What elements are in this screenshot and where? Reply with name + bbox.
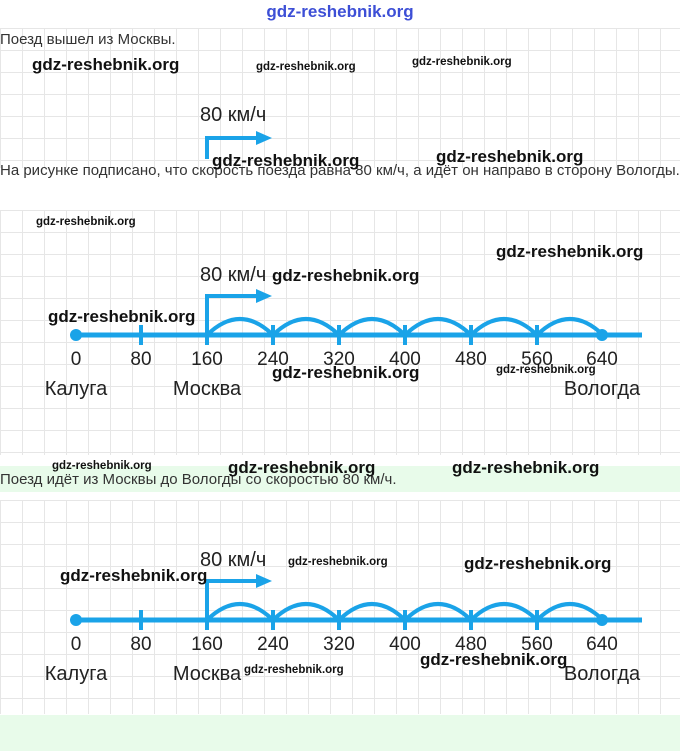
tick-label: 80 [130,634,151,655]
watermark: gdz-reshebnik.org [272,266,420,285]
tick-label: 240 [257,349,289,370]
highlight-band [0,466,680,492]
tick-label: 160 [191,349,223,370]
explain-text: На рисунке подписано, что скорость поезд… [0,162,680,179]
intro-text: Поезд вышел из Москвы. [0,31,176,48]
watermark: gdz-reshebnik.org [436,147,584,166]
watermark: gdz-reshebnik.org [496,364,596,376]
city-label: Калуга [45,663,108,685]
tick-label: 320 [323,634,355,655]
watermark: gdz-reshebnik.org [244,664,344,676]
speed-arrow-1: 80 км/ч [200,104,272,159]
tick-label: 240 [257,634,289,655]
tick-label: 480 [455,634,487,655]
watermark: gdz-reshebnik.org [272,363,420,382]
grid-background-1 [0,28,680,168]
watermark: gdz-reshebnik.org [52,460,152,472]
speed-label: 80 км/ч [200,264,266,286]
city-label: Вологда [564,378,641,400]
speed-label: 80 км/ч [200,104,266,126]
tick-label: 0 [71,349,82,370]
watermark: gdz-reshebnik.org [48,307,196,326]
watermark: gdz-reshebnik.org [412,56,512,68]
tick-label: 320 [323,349,355,370]
watermark: gdz-reshebnik.org [496,242,644,261]
tick-label: 640 [586,634,618,655]
number-line-2: 80 км/ч 0 80 160 240 320 400 480 560 640… [45,549,642,685]
tick-label: 0 [71,634,82,655]
city-label: Москва [173,663,242,685]
watermark: gdz-reshebnik.org [464,554,612,573]
watermark: gdz-reshebnik.org [420,650,568,669]
watermark: gdz-reshebnik.org [228,458,376,477]
footer-band [0,715,680,751]
city-label: Москва [173,378,242,400]
watermark: gdz-reshebnik.org [32,55,180,74]
tick-label: 80 [130,349,151,370]
speed-label: 80 км/ч [200,549,266,571]
tick-label: 560 [521,349,553,370]
watermark: gdz-reshebnik.org [452,458,600,477]
summary-text: Поезд идёт из Москвы до Вологды со скоро… [0,471,397,488]
tick-label: 560 [521,634,553,655]
site-title[interactable]: gdz-reshebnik.org [266,2,414,21]
watermark: gdz-reshebnik.org [60,566,208,585]
tick-label: 400 [389,349,421,370]
watermark: gdz-reshebnik.org [36,216,136,228]
city-label: Калуга [45,378,108,400]
tick-label: 640 [586,349,618,370]
tick-label: 480 [455,349,487,370]
watermark: gdz-reshebnik.org [212,151,360,170]
watermark: gdz-reshebnik.org [256,61,356,73]
number-line-1: 80 км/ч 0 80 160 240 320 400 480 560 640… [45,264,642,400]
tick-label: 400 [389,634,421,655]
grid-background-3 [0,500,680,714]
tick-label: 160 [191,634,223,655]
watermark: gdz-reshebnik.org [288,556,388,568]
city-label: Вологда [564,663,641,685]
